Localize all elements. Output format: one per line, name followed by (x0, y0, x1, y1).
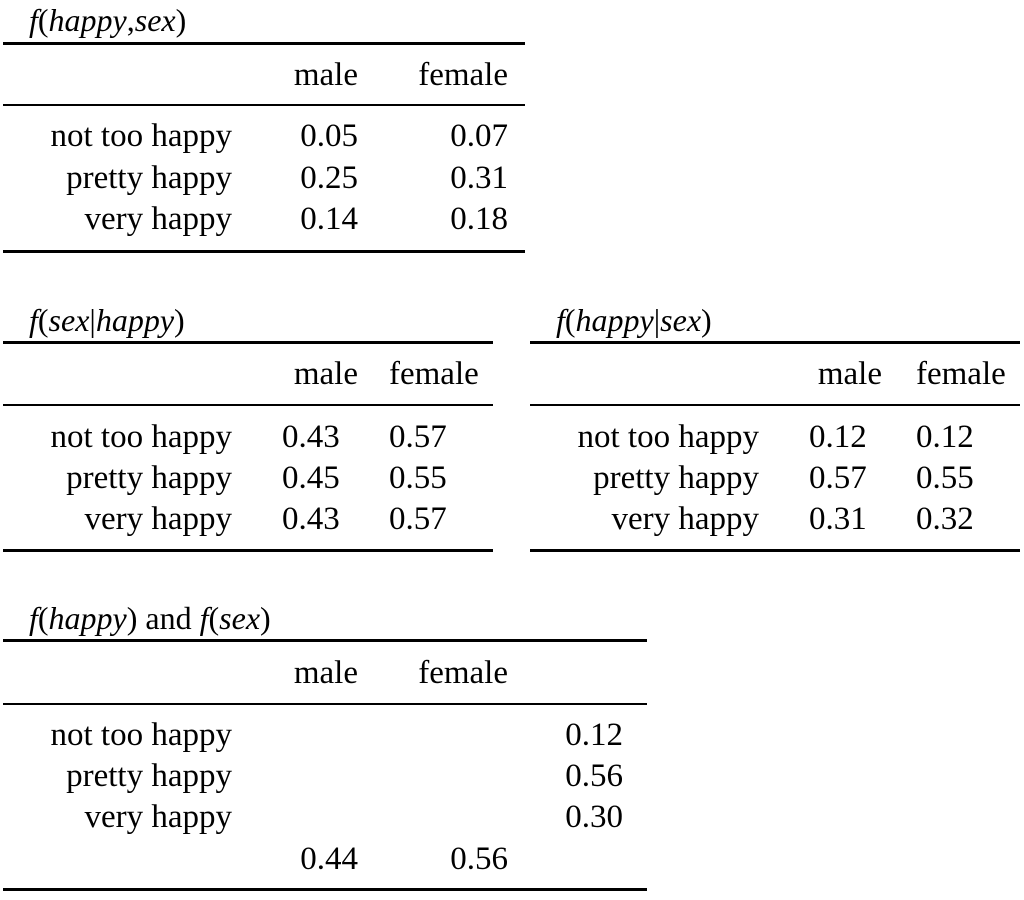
table-cell: 0.05 (300, 118, 358, 154)
caption-part: happy (95, 302, 175, 338)
table-cell: 0.56 (565, 758, 623, 794)
column-header-female: female (418, 655, 508, 691)
mid-rule (3, 703, 647, 705)
mid-rule (530, 404, 1020, 406)
column-header-male: male (293, 356, 358, 392)
column-header-male: male (817, 356, 882, 392)
caption-part: f (29, 302, 38, 338)
caption-part: ( (37, 600, 49, 636)
mid-rule (3, 104, 525, 106)
row-label: very happy (84, 201, 232, 237)
table-cell: 0.25 (300, 160, 358, 196)
top-rule (3, 341, 493, 344)
caption-part: ) (701, 302, 712, 338)
caption-part: ) (260, 600, 271, 636)
table-cell: 0.30 (565, 799, 623, 835)
caption-part: ( (37, 302, 49, 338)
row-label: not too happy (577, 419, 759, 455)
row-label: very happy (611, 501, 759, 537)
table-cell: 0.44 (300, 841, 358, 877)
caption-part: f (556, 302, 565, 338)
caption-part: f (199, 600, 209, 636)
bottom-rule (3, 250, 525, 253)
table-cell: 0.56 (450, 841, 508, 877)
row-label: very happy (84, 501, 232, 537)
caption-part: | (653, 302, 661, 338)
caption-part: happy (575, 302, 654, 338)
table-cell: 0.12 (565, 717, 623, 753)
table-cell: 0.55 (389, 460, 447, 496)
caption-part: ) (175, 2, 187, 38)
table-cell: 0.57 (809, 460, 867, 496)
caption-part: sex (660, 302, 702, 338)
table-cell: 0.31 (809, 501, 867, 537)
table-cell: 0.57 (389, 501, 447, 537)
caption-part: , (126, 2, 135, 38)
table-cell: 0.32 (916, 501, 974, 537)
table-joint: f(happy,sex) male female not too happy 0… (3, 0, 525, 260)
table-cell: 0.12 (809, 419, 867, 455)
row-label: pretty happy (66, 460, 232, 496)
row-label: pretty happy (66, 160, 232, 196)
caption-part: ( (208, 600, 220, 636)
table-cell: 0.07 (450, 118, 508, 154)
top-rule (3, 639, 647, 642)
row-label: not too happy (50, 118, 232, 154)
column-header-female: female (418, 57, 508, 93)
column-header-male: male (293, 655, 358, 691)
table-marginals: f(happy) and f(sex) male female not too … (3, 598, 647, 898)
table-cell: 0.43 (282, 419, 340, 455)
table-caption: f(happy,sex) (29, 0, 186, 40)
table-cell: 0.12 (916, 419, 974, 455)
caption-part: ( (564, 302, 576, 338)
caption-part: ) (174, 302, 185, 338)
bottom-rule (530, 549, 1020, 552)
bottom-rule (3, 888, 647, 891)
column-header-female: female (916, 356, 1006, 392)
column-header-male: male (293, 57, 358, 93)
bottom-rule (3, 549, 493, 552)
row-label: not too happy (50, 419, 232, 455)
table-cell: 0.43 (282, 501, 340, 537)
table-cell: 0.14 (300, 201, 358, 237)
mid-rule (3, 404, 493, 406)
table-cell: 0.57 (389, 419, 447, 455)
table-caption: f(happy|sex) (556, 300, 712, 340)
table-sex-given-happy: f(sex|happy) male female not too happy 0… (3, 300, 493, 560)
caption-part: sex (219, 600, 261, 636)
caption-part: f (29, 600, 38, 636)
table-caption: f(sex|happy) (29, 300, 185, 340)
caption-part: happy (48, 2, 127, 38)
top-rule (3, 42, 525, 45)
caption-part: f (29, 2, 38, 38)
caption-part: sex (48, 302, 90, 338)
table-cell: 0.55 (916, 460, 974, 496)
table-caption: f(happy) and f(sex) (29, 598, 271, 638)
caption-part: | (89, 302, 96, 338)
column-header-female: female (389, 356, 479, 392)
caption-part: ( (37, 2, 49, 38)
table-cell: 0.45 (282, 460, 340, 496)
caption-part: happy (48, 600, 127, 636)
row-label: pretty happy (66, 758, 232, 794)
top-rule (530, 341, 1020, 344)
caption-part: sex (134, 2, 176, 38)
caption-part: ) and (126, 600, 200, 636)
row-label: very happy (84, 799, 232, 835)
row-label: not too happy (50, 717, 232, 753)
table-cell: 0.18 (450, 201, 508, 237)
table-happy-given-sex: f(happy|sex) male female not too happy 0… (530, 300, 1020, 560)
table-cell: 0.31 (450, 160, 508, 196)
row-label: pretty happy (593, 460, 759, 496)
